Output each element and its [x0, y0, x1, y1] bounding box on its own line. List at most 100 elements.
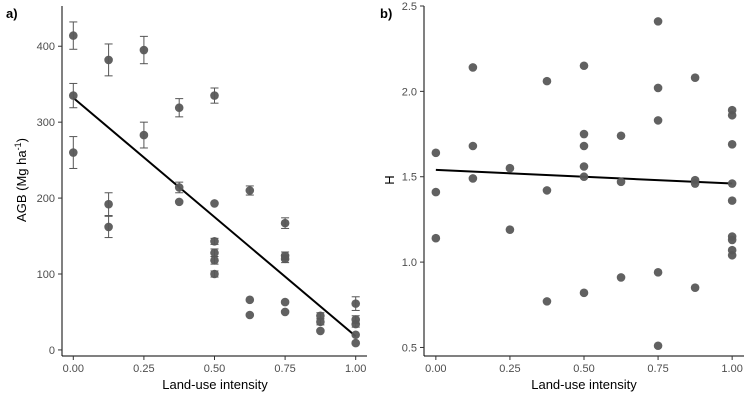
- panel-a-y-tick-label: 100: [37, 269, 55, 281]
- panel-a-data-point: [245, 186, 255, 195]
- panel-b-x-tick-label: 0.50: [573, 363, 594, 375]
- panel-b-y-ticks: 0.5 1.0 1.5 2.0 2.5: [402, 1, 424, 354]
- panel-b-data-point: [579, 172, 589, 182]
- panel-a-data-point: [104, 199, 113, 209]
- panel-a-data-point: [210, 256, 219, 265]
- panel-b-data-point: [727, 196, 737, 205]
- panel-b-data-point: [468, 174, 478, 183]
- panel-a-y-ticks: 0 100 200 300 400: [37, 41, 62, 357]
- panel-b-data-point: [542, 76, 552, 86]
- panel-a-data-point: [139, 130, 149, 140]
- panel-a-fit-line: [72, 97, 357, 338]
- panel-a-data-point: [68, 91, 78, 100]
- panel-b-data-point: [616, 131, 626, 141]
- panel-b-data-point: [727, 139, 737, 149]
- panel-b-points: [431, 17, 737, 351]
- panel-b-data-point: [579, 162, 589, 171]
- panel-a-x-tick-label: 0.00: [63, 363, 84, 375]
- panel-b-data-point: [690, 73, 700, 83]
- panel-a-y-tick-label: 400: [37, 41, 55, 53]
- panel-a-y-tick-label: 300: [37, 117, 55, 129]
- panel-a-label: a): [6, 6, 18, 21]
- panel-a-data-point: [280, 218, 290, 228]
- panel-b-data-point: [727, 179, 737, 188]
- panel-a-x-tick-label: 0.25: [133, 363, 154, 375]
- panel-b-data-point: [431, 187, 441, 197]
- panel-a-error-bars: [69, 21, 360, 328]
- panel-a-data-point: [68, 148, 78, 157]
- panel-b-data-point: [579, 288, 589, 298]
- panel-b-y-axis-title: H: [382, 175, 397, 184]
- panel-b-x-tick-label: 0.75: [647, 363, 668, 375]
- panel-a-y-axis-title: AGB (Mg ha-1): [13, 138, 29, 222]
- panel-b-x-tick-label: 0.25: [499, 363, 520, 375]
- panel-a-data-point: [104, 55, 113, 65]
- panel-a-data-point: [351, 319, 361, 329]
- panel-a-data-point: [316, 326, 325, 336]
- panel-b-data-point: [653, 17, 663, 26]
- panel-b-x-axis-title: Land-use intensity: [531, 377, 637, 392]
- panel-b-data-point: [653, 116, 663, 125]
- panel-a-data-point: [351, 330, 361, 340]
- panel-a-x-axis-title: Land-use intensity: [162, 377, 268, 392]
- panel-a-data-point: [351, 338, 361, 348]
- panel-a-x-tick-label: 1.00: [345, 363, 366, 375]
- panel-b-data-point: [505, 225, 515, 234]
- panel-a-y-axis-title-sup: -1: [13, 142, 23, 150]
- panel-a-y-axis-title-close: ): [14, 138, 29, 142]
- panel-b-data-point: [431, 233, 441, 243]
- panel-b-data-point: [468, 141, 478, 151]
- panel-b-data-point: [505, 163, 515, 173]
- panel-a-x-tick-label: 0.50: [204, 363, 225, 375]
- panel-b-data-point: [727, 110, 737, 120]
- panel-a-data-point: [174, 197, 184, 207]
- panel-a-points: [68, 31, 361, 348]
- panel-a-data-point: [316, 311, 325, 321]
- panel-a-y-axis-title-main: AGB (Mg ha: [14, 150, 29, 222]
- panel-a-y-tick-label: 200: [37, 193, 55, 205]
- panel-a-data-point: [68, 31, 78, 40]
- panel-b-data-point: [653, 268, 663, 277]
- panel-a-fit: [72, 97, 357, 338]
- panel-b-data-point: [579, 61, 589, 71]
- panel-b-data-point: [579, 129, 589, 139]
- panel-a-data-point: [210, 248, 219, 258]
- panel-a-y-tick-label: 0: [49, 345, 55, 357]
- panel-b-data-point: [468, 63, 478, 72]
- panel-b-data-point: [653, 341, 663, 351]
- panel-a-data-point: [316, 317, 325, 327]
- panel-a-data-point: [210, 199, 219, 208]
- panel-b-data-point: [653, 83, 663, 93]
- panel-b-data-point: [616, 177, 626, 187]
- panel-a-data-point: [280, 254, 290, 264]
- panel-a-data-point: [174, 183, 184, 192]
- panel-b-x-tick-label: 0.00: [425, 363, 446, 375]
- panel-b: b) H Land-use intensity 0.51.01.52.02.5 …: [380, 1, 744, 392]
- panel-a-data-point: [245, 310, 255, 320]
- panel-b-data-point: [542, 297, 552, 306]
- panel-a-data-point: [210, 237, 219, 246]
- panel-a-data-point: [280, 307, 290, 317]
- panel-b-y-tick-label: 1.5: [402, 172, 417, 184]
- panel-b-y-tick-label: 1.0: [402, 257, 417, 269]
- panel-b-x-ticks: 0.00 0.25 0.50 0.75 1.00: [425, 356, 743, 375]
- panel-b-data-point: [579, 141, 589, 151]
- panel-a-data-point: [351, 299, 361, 308]
- panel-a-x-ticks: 0.00 0.25 0.50 0.75 1.00: [63, 356, 366, 375]
- panel-a-data-point: [280, 297, 290, 307]
- panel-b-data-point: [616, 273, 626, 282]
- panel-a: a) AGB (Mg ha-1) Land-use intensity 0 100…: [6, 6, 367, 392]
- panel-b-x-tick-label: 1.00: [721, 363, 742, 375]
- panel-b-label: b): [380, 6, 392, 21]
- panel-b-data-point: [690, 283, 700, 293]
- panel-b-y-tick-label: 0.5: [402, 342, 417, 354]
- panel-b-data-point: [690, 179, 700, 188]
- panel-a-data-point: [139, 45, 149, 55]
- panel-b-y-tick-label: 2.5: [402, 1, 417, 13]
- panel-b-data-point: [727, 235, 737, 245]
- panel-a-data-point: [104, 222, 113, 232]
- panel-b-y-tick-label: 2.0: [402, 86, 417, 98]
- panel-a-data-point: [174, 103, 184, 113]
- panel-a-x-tick-label: 0.75: [274, 363, 295, 375]
